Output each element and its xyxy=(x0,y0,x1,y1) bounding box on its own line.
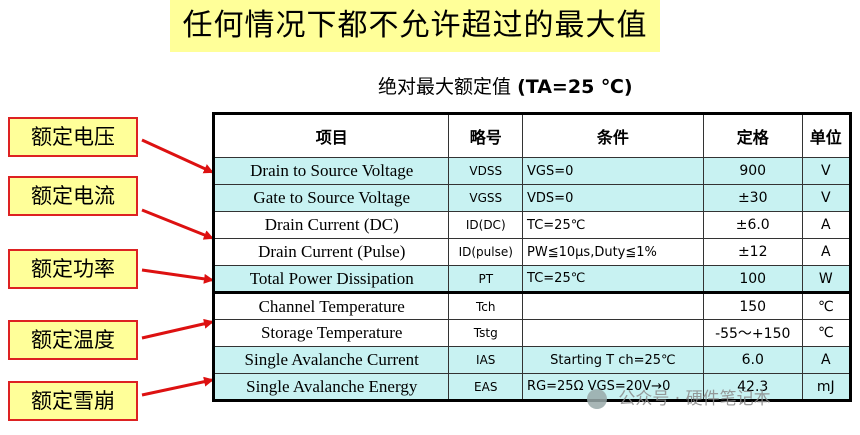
cell-unit: A xyxy=(801,211,852,239)
cell-unit: W xyxy=(801,265,852,293)
subtitle-text: 绝对最大额定值 xyxy=(378,76,512,98)
cell-condition: TC=25℃ xyxy=(522,265,704,293)
cell-item: Drain Current (Pulse) xyxy=(212,238,450,266)
header-rating: 定格 xyxy=(702,113,803,158)
cell-item: Single Avalanche Energy xyxy=(212,373,450,401)
cell-item: Channel Temperature xyxy=(212,291,450,320)
cell-item: Drain to Source Voltage xyxy=(212,157,450,185)
cell-unit: A xyxy=(801,238,852,266)
arrow-power xyxy=(141,268,214,284)
cell-rating: -55～+150 xyxy=(702,319,803,347)
arrow-avalanche xyxy=(141,376,214,397)
cell-rating: 100 xyxy=(702,265,803,293)
cell-rating: 6.0 xyxy=(702,346,803,374)
label-rated-power: 额定功率 xyxy=(8,249,138,289)
arrow-voltage xyxy=(141,138,214,174)
label-rated-voltage: 额定电压 xyxy=(8,117,138,157)
cell-symbol: PT xyxy=(448,265,524,293)
header-condition: 条件 xyxy=(522,113,704,158)
cell-unit: mJ xyxy=(801,373,852,401)
cell-rating: ±30 xyxy=(702,184,803,212)
watermark: 公众号 · 硬件笔记本 xyxy=(587,384,771,409)
arrow-current xyxy=(141,208,214,240)
cell-condition: VGS=0 xyxy=(522,157,704,185)
cell-unit: V xyxy=(801,157,852,185)
cell-symbol: VDSS xyxy=(448,157,524,185)
subtitle-condition: (TA=25 ℃) xyxy=(517,76,633,98)
arrow-temperature xyxy=(141,318,214,340)
table-row: Drain Current (Pulse) ID(pulse) PW≦10μs,… xyxy=(212,238,852,266)
table-subtitle: 绝对最大额定值 (TA=25 ℃) xyxy=(378,72,633,99)
cell-unit: ℃ xyxy=(801,319,852,347)
table-row: Single Avalanche Energy EAS RG=25Ω VGS=2… xyxy=(212,373,852,401)
table-row: Drain to Source Voltage VDSS VGS=0 900 V xyxy=(212,157,852,185)
cell-item: Total Power Dissipation xyxy=(212,265,450,293)
cell-item: Storage Temperature xyxy=(212,319,450,347)
cell-rating: ±6.0 xyxy=(702,211,803,239)
table-row: Channel Temperature Tch 150 ℃ xyxy=(212,291,852,320)
table-header-row: 项目 略号 条件 定格 单位 xyxy=(212,113,852,158)
ratings-table: 项目 略号 条件 定格 单位 Drain to Source Voltage V… xyxy=(212,112,852,402)
cell-symbol: ID(pulse) xyxy=(448,238,524,266)
cell-symbol: Tstg xyxy=(448,319,524,347)
cell-rating: 150 xyxy=(702,291,803,320)
cell-unit: A xyxy=(801,346,852,374)
cell-condition: PW≦10μs,Duty≦1% xyxy=(522,238,704,266)
cell-symbol: ID(DC) xyxy=(448,211,524,239)
cell-condition: Starting T ch=25℃ xyxy=(522,346,704,374)
watermark-text: 公众号 · 硬件笔记本 xyxy=(618,389,771,409)
label-rated-temperature: 额定温度 xyxy=(8,320,138,360)
cell-condition xyxy=(522,319,704,347)
cell-condition: TC=25℃ xyxy=(522,211,704,239)
cell-unit: ℃ xyxy=(801,291,852,320)
table-row: Single Avalanche Current IAS Starting T … xyxy=(212,346,852,374)
cell-rating: 42.3 xyxy=(702,373,803,401)
table-row: Gate to Source Voltage VGSS VDS=0 ±30 V xyxy=(212,184,852,212)
header-item: 项目 xyxy=(212,113,450,158)
label-rated-avalanche: 额定雪崩 xyxy=(8,381,138,421)
wechat-icon xyxy=(587,389,607,409)
table-row: Total Power Dissipation PT TC=25℃ 100 W xyxy=(212,265,852,293)
header-symbol: 略号 xyxy=(448,113,524,158)
cell-rating: ±12 xyxy=(702,238,803,266)
cell-item: Single Avalanche Current xyxy=(212,346,450,374)
header-unit: 单位 xyxy=(801,113,852,158)
cell-rating: 900 xyxy=(702,157,803,185)
cell-item: Drain Current (DC) xyxy=(212,211,450,239)
cell-symbol: EAS xyxy=(448,373,524,401)
banner-title: 任何情况下都不允许超过的最大值 xyxy=(170,0,660,52)
cell-condition: RG=25Ω VGS=20V→0 xyxy=(522,373,704,401)
cell-symbol: VGSS xyxy=(448,184,524,212)
cell-condition: VDS=0 xyxy=(522,184,704,212)
table-row: Storage Temperature Tstg -55～+150 ℃ xyxy=(212,319,852,347)
cell-item: Gate to Source Voltage xyxy=(212,184,450,212)
cell-condition xyxy=(522,291,704,320)
cell-symbol: Tch xyxy=(448,291,524,320)
cell-symbol: IAS xyxy=(448,346,524,374)
label-rated-current: 额定电流 xyxy=(8,176,138,216)
cell-unit: V xyxy=(801,184,852,212)
table-row: Drain Current (DC) ID(DC) TC=25℃ ±6.0 A xyxy=(212,211,852,239)
